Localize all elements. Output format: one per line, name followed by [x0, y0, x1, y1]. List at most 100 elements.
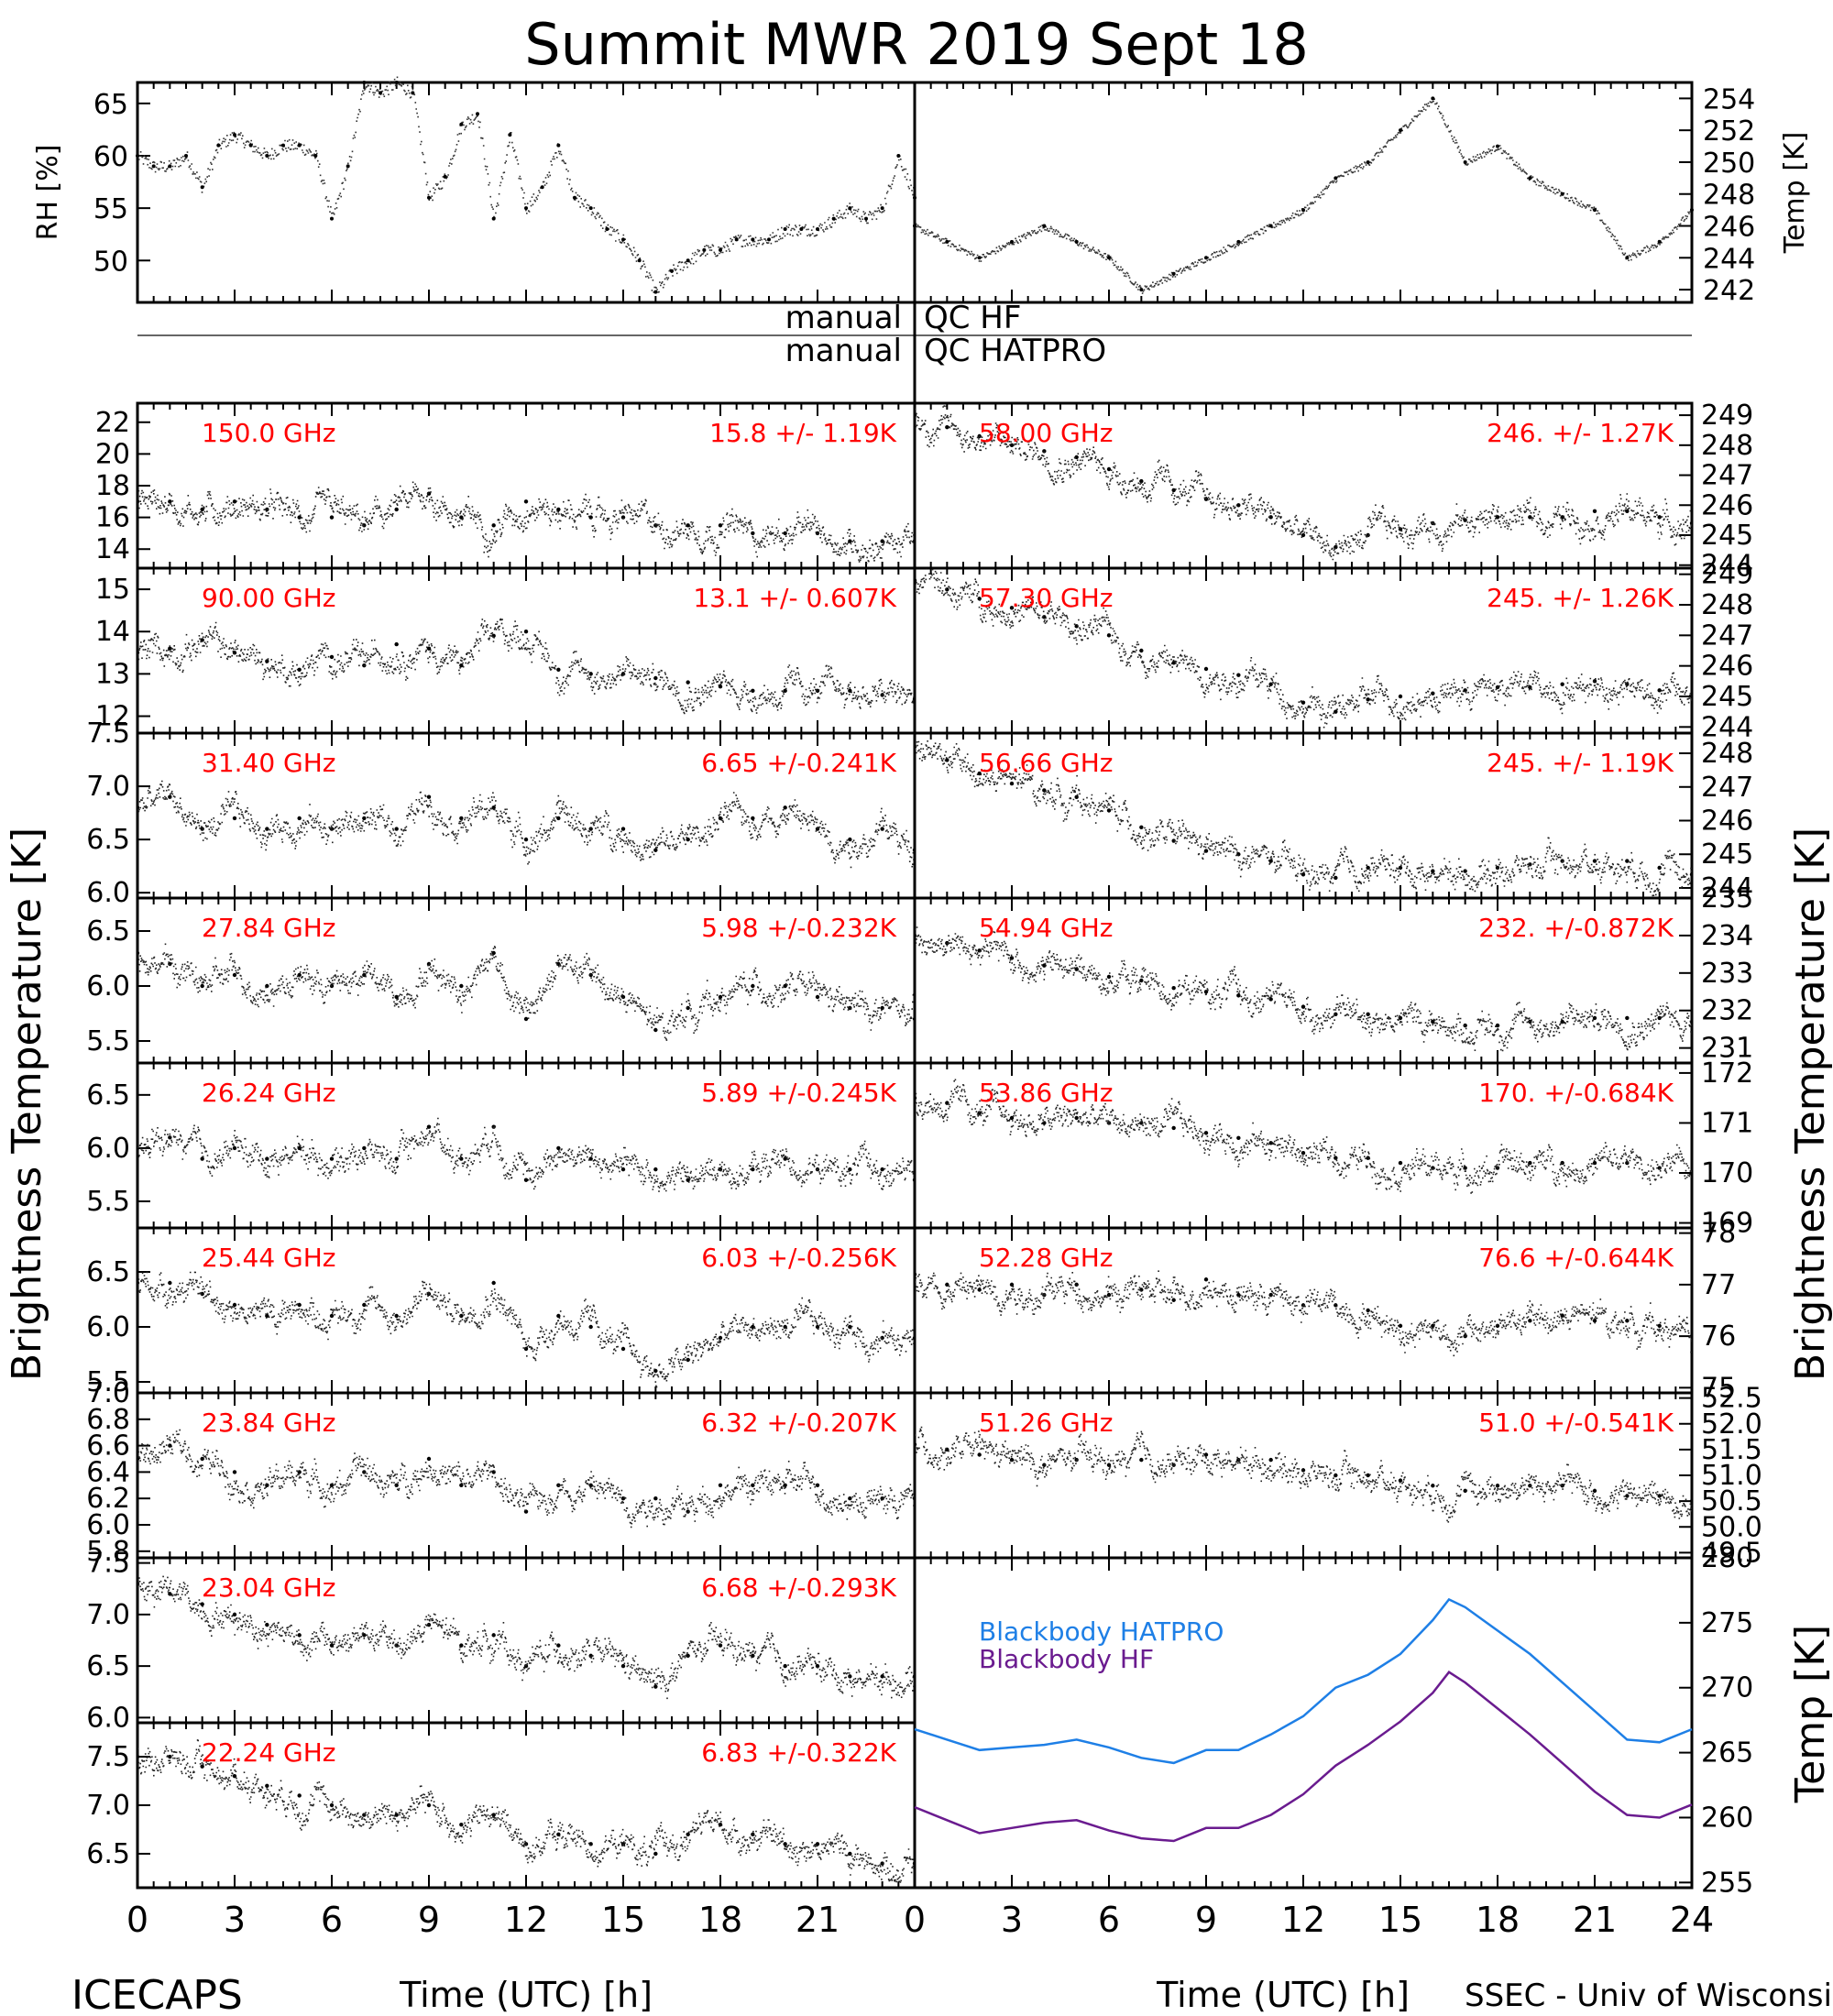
- ytick-label: 235: [1701, 882, 1753, 915]
- data-point: [1139, 288, 1144, 292]
- data-point: [1528, 1160, 1532, 1166]
- data-point: [1139, 478, 1144, 484]
- data-point: [620, 1663, 626, 1669]
- freq-label-c52: 52.28 GHz: [979, 1243, 1114, 1273]
- stats-label-c56: 245. +/- 1.19K: [1487, 748, 1674, 778]
- panel-c53: 169 170 171 172 53.86 GHz 170. +/-0.684K: [913, 1057, 1753, 1240]
- ytick-label: 233: [1701, 958, 1753, 990]
- data-point: [524, 206, 528, 211]
- data-point: [880, 1674, 884, 1679]
- panel-c31: 6.0 6.5 7.0 7.5 31.40 GHz 6.65 +/-0.241K: [86, 718, 916, 909]
- data-point: [1009, 606, 1015, 610]
- data-point: [653, 1851, 658, 1857]
- data-point: [556, 143, 561, 148]
- data-point: [426, 1456, 432, 1462]
- data-point: [1334, 709, 1338, 714]
- data-point: [426, 1124, 432, 1129]
- legend-entry-0: Blackbody HATPRO: [979, 1616, 1224, 1647]
- data-point: [168, 646, 172, 651]
- xlabel-right: Time (UTC) [h]: [1156, 1975, 1410, 2015]
- data-point: [1171, 838, 1176, 843]
- ytick-label: 6.0: [86, 1311, 130, 1343]
- data-point: [783, 688, 787, 694]
- data-point: [605, 227, 609, 231]
- data-point: [232, 1145, 237, 1151]
- panel-c90: 12 13 14 15 90.00 GHz 13.1 +/- 0.607K: [95, 566, 916, 735]
- freq-label-c90: 90.00 GHz: [202, 583, 336, 613]
- ytick-label: 250: [1703, 148, 1755, 180]
- ytick-label: 245: [1701, 520, 1753, 552]
- data-point: [1592, 1015, 1597, 1021]
- xtick-label-right: 15: [1378, 1900, 1422, 1940]
- stats-label-c23a: 6.32 +/-0.207K: [701, 1408, 896, 1438]
- data-point: [1042, 449, 1047, 454]
- data-point: [459, 122, 464, 126]
- ytick-label: 5.8: [86, 1536, 130, 1568]
- data-point: [232, 1774, 237, 1779]
- data-point: [297, 515, 302, 520]
- data-point: [1366, 1012, 1370, 1017]
- data-point: [815, 1663, 820, 1669]
- data-point: [915, 578, 917, 583]
- data-point: [751, 1324, 755, 1330]
- data-point: [265, 1313, 269, 1319]
- data-point: [653, 290, 658, 294]
- data-point: [751, 1483, 755, 1488]
- data-point: [1560, 1019, 1564, 1024]
- data-point: [831, 216, 836, 221]
- data-point: [1009, 443, 1015, 448]
- data-point: [1268, 682, 1273, 686]
- data-point: [620, 1167, 626, 1172]
- series-c57: [915, 568, 1692, 729]
- data-point: [945, 239, 949, 244]
- right-ylabel: Brightness Temperature [K]: [1787, 827, 1833, 1381]
- ytick-label: 6.0: [86, 1509, 130, 1541]
- data-point: [915, 1442, 917, 1447]
- data-point: [233, 133, 236, 137]
- ytick-label: 248: [1703, 180, 1755, 212]
- data-point: [751, 983, 755, 989]
- data-point: [491, 216, 496, 221]
- data-point: [718, 1335, 723, 1341]
- footer-right: SSEC - Univ of Wisconsin: [1465, 1978, 1833, 2014]
- series-c56: [915, 740, 1692, 898]
- data-point: [686, 680, 690, 685]
- series-c52: [915, 1270, 1692, 1357]
- freq-label-c31: 31.40 GHz: [202, 748, 336, 778]
- data-point: [848, 837, 852, 842]
- ytick-label: 20: [95, 438, 130, 470]
- xtick-label-right: 12: [1281, 1900, 1325, 1940]
- xtick-label-left: 15: [601, 1900, 645, 1940]
- ytick-label: 7.0: [86, 1377, 130, 1409]
- data-point: [915, 1095, 917, 1101]
- ytick-label: 50.5: [1701, 1485, 1762, 1517]
- data-point: [362, 1302, 367, 1308]
- xtick-label-left: 12: [504, 1900, 548, 1940]
- ytick-label: 280: [1701, 1542, 1753, 1574]
- data-point: [1301, 1468, 1306, 1473]
- series-line-0: [914, 1597, 1693, 1765]
- freq-label-c27: 27.84 GHz: [202, 913, 336, 943]
- qc-label-left: manual: [785, 333, 902, 369]
- data-point: [1074, 794, 1079, 799]
- ytick-label: 60: [93, 141, 128, 173]
- data-point: [1625, 1015, 1630, 1021]
- panel-rh: 50 55 60 65 RH [%]: [32, 76, 916, 304]
- data-point: [945, 424, 949, 430]
- ytick-label: 265: [1701, 1737, 1753, 1769]
- data-point: [880, 539, 884, 543]
- data-point: [1560, 682, 1564, 686]
- stats-label-c26: 5.89 +/-0.245K: [701, 1078, 896, 1108]
- data-point: [1301, 700, 1306, 705]
- ytick-label: 75: [1701, 1372, 1736, 1404]
- data-point: [330, 216, 334, 221]
- data-point: [686, 837, 690, 842]
- stats-label-c53: 170. +/-0.684K: [1478, 1078, 1674, 1108]
- series-scatter-c54: [915, 926, 1692, 1052]
- data-point: [1592, 859, 1597, 863]
- data-point: [1689, 1498, 1692, 1504]
